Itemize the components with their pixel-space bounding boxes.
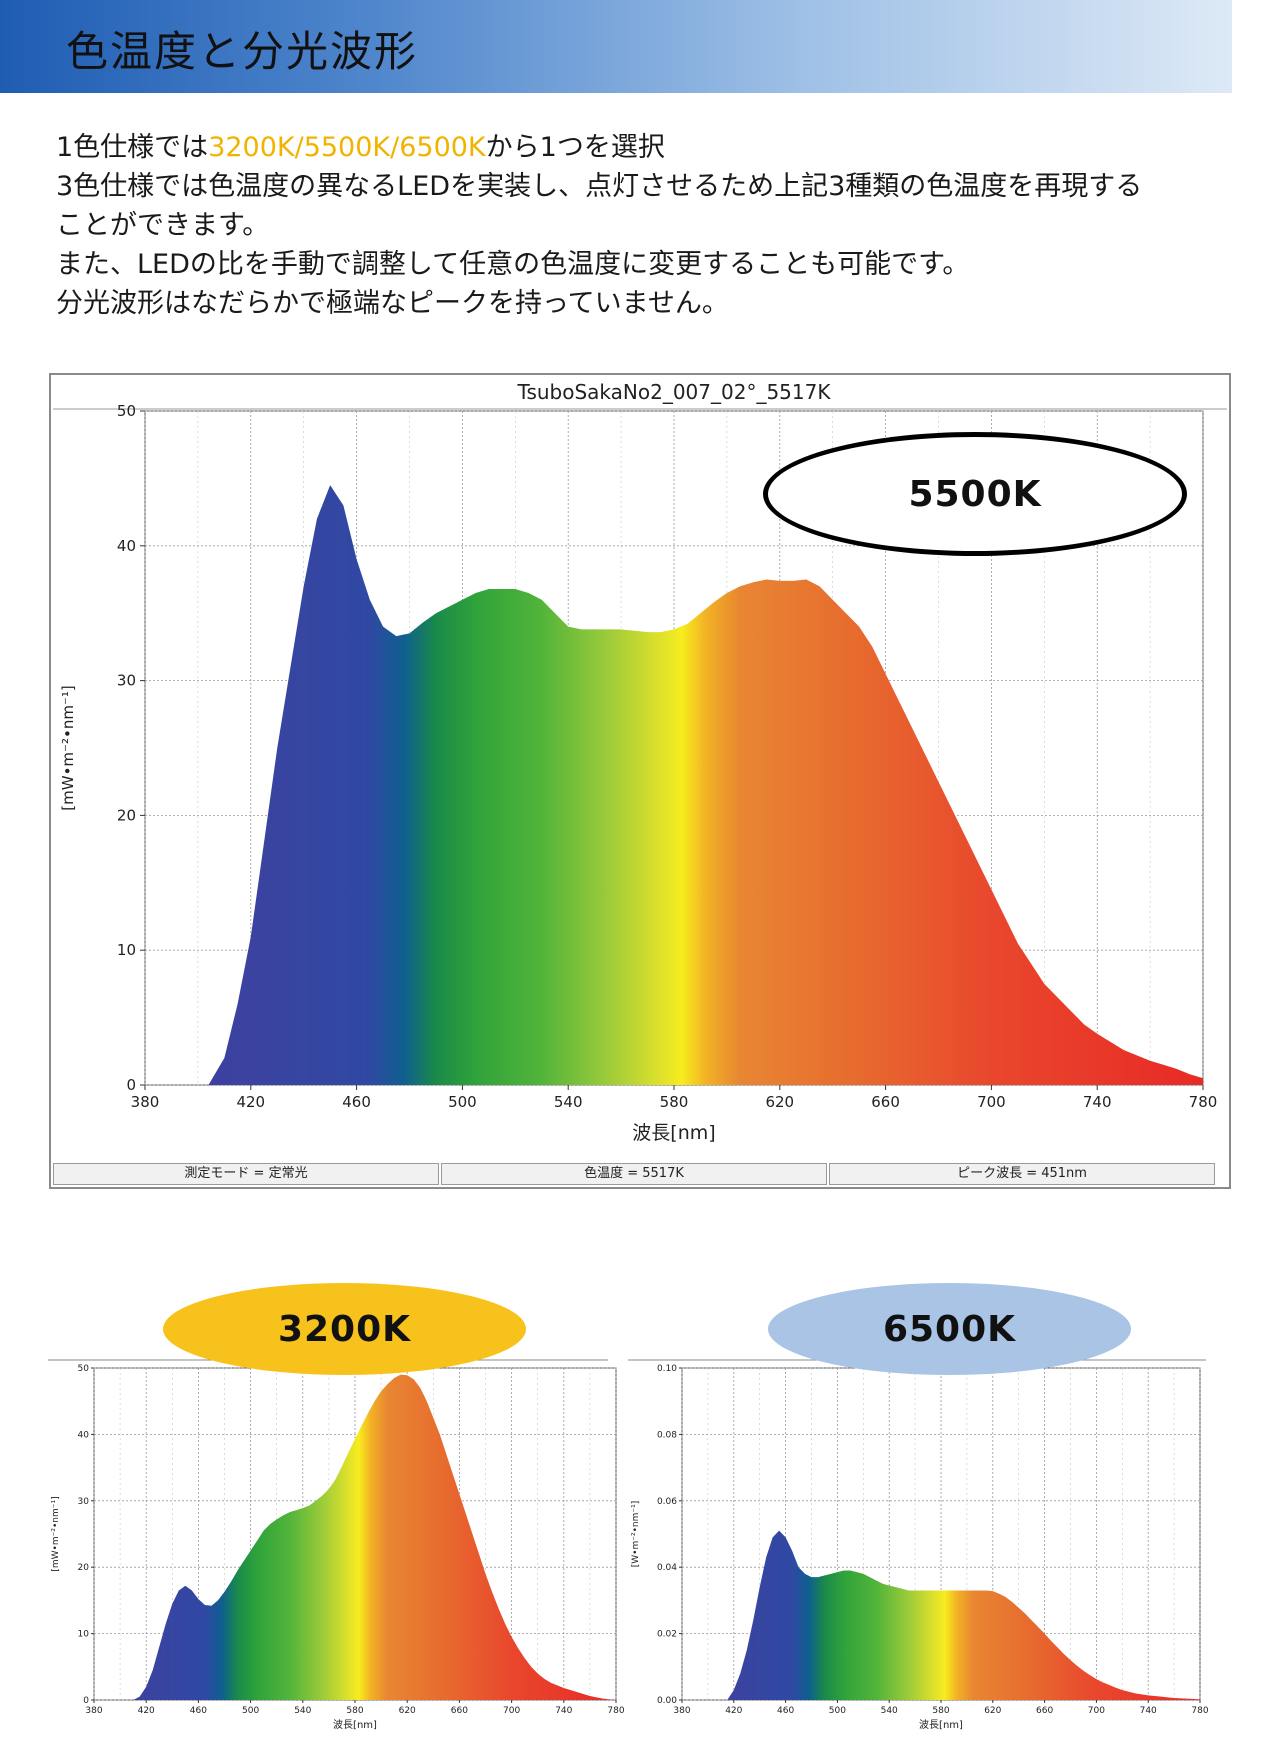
status-cct: 色温度 = 5517K	[441, 1163, 827, 1185]
badge-5500k: 5500K	[763, 432, 1187, 556]
intro-line-1: 1色仕様では3200K/5500K/6500Kから1つを選択	[56, 128, 1276, 167]
x-tick-label: 460	[190, 1706, 207, 1716]
x-tick-label: 780	[1189, 1093, 1218, 1111]
y-tick-label: 10	[117, 941, 136, 959]
chart-title: TsuboSakaNo2_007_02°_5517K	[517, 380, 832, 404]
y-tick-label: 30	[117, 672, 136, 690]
y-axis-label: [W•m⁻²•nm⁻¹]	[631, 1501, 641, 1568]
x-axis-label: 波長[nm]	[632, 1122, 715, 1144]
x-tick-label: 420	[236, 1093, 265, 1111]
y-tick-label: 0.00	[657, 1696, 677, 1706]
intro-line-4: また、LEDの比を手動で調整して任意の色温度に変更することも可能です。	[56, 249, 970, 280]
x-tick-label: 380	[131, 1093, 160, 1111]
status-bar: 測定モード = 定常光 色温度 = 5517K ピーク波長 = 451nm	[51, 1163, 1229, 1185]
y-tick-label: 50	[117, 402, 136, 420]
y-tick-label: 0.04	[657, 1563, 677, 1573]
x-tick-label: 540	[294, 1706, 311, 1716]
x-tick-label: 500	[448, 1093, 477, 1111]
x-tick-label: 460	[342, 1093, 371, 1111]
y-tick-label: 30	[78, 1497, 90, 1507]
y-tick-label: 40	[78, 1430, 90, 1440]
header-band	[0, 0, 1232, 93]
intro-text: 1色仕様では3200K/5500K/6500Kから1つを選択 3色仕様では色温度…	[56, 128, 1276, 323]
x-tick-label: 500	[242, 1706, 259, 1716]
y-tick-label: 0.02	[657, 1630, 677, 1640]
intro-highlight: 3200K/5500K/6500K	[208, 132, 486, 163]
x-tick-label: 580	[932, 1706, 949, 1716]
y-tick-label: 0.06	[657, 1497, 677, 1507]
x-tick-label: 660	[1036, 1706, 1053, 1716]
y-tick-label: 40	[117, 537, 136, 555]
x-tick-label: 580	[346, 1706, 363, 1716]
y-axis-label: [mW•m⁻²•nm⁻¹]	[59, 685, 77, 810]
y-tick-label: 0.10	[657, 1364, 677, 1374]
spectrum-chart-3200k: 380 420 460 500 540 580 620 660 700 740 780 0 10 20 30…	[48, 1359, 625, 1731]
intro-line-5: 分光波形はなだらかで極端なピークを持っていません。	[56, 288, 729, 319]
y-tick-label: 20	[78, 1563, 90, 1573]
x-tick-label: 660	[451, 1706, 468, 1716]
x-tick-label: 540	[554, 1093, 583, 1111]
y-tick-label: 0	[83, 1696, 89, 1706]
x-tick-label: 540	[881, 1706, 898, 1716]
x-tick-label: 620	[765, 1093, 794, 1111]
y-axis-label: [mW•m⁻²•nm⁻¹]	[51, 1496, 61, 1571]
x-tick-label: 700	[1088, 1706, 1105, 1716]
y-tick-label: 50	[78, 1364, 90, 1374]
x-tick-label: 500	[829, 1706, 846, 1716]
spectrum-area	[208, 485, 1204, 1085]
y-tick-label: 20	[117, 806, 136, 824]
x-axis-label: 波長[nm]	[333, 1718, 377, 1731]
intro-line-1-post: から1つを選択	[485, 132, 665, 163]
x-tick-label: 620	[984, 1706, 1001, 1716]
y-tick-label: 0.08	[657, 1430, 677, 1440]
spectrum-chart-6500k: 380 420 460 500 540 580 620 660 700 740 780 0.00 0.0…	[628, 1359, 1208, 1731]
x-tick-label: 740	[555, 1706, 572, 1716]
spectrum-area	[133, 1374, 616, 1700]
badge-3200k: 3200K	[163, 1283, 526, 1375]
x-tick-label: 420	[725, 1706, 742, 1716]
x-tick-label: 780	[607, 1706, 624, 1716]
x-tick-label: 580	[660, 1093, 689, 1111]
x-tick-label: 660	[871, 1093, 900, 1111]
main-spectrum-chart: 380 420 460 500 540 580 620 660 700 740 780 0 10 20 30…	[53, 380, 1227, 1144]
x-tick-label: 620	[399, 1706, 416, 1716]
badge-6500k: 6500K	[768, 1283, 1131, 1375]
intro-line-3: ことができます。	[56, 210, 270, 241]
intro-line-2: 3色仕様では色温度の異なるLEDを実装し、点灯させるため上記3種類の色温度を再現…	[56, 171, 1143, 202]
x-axis-label: 波長[nm]	[919, 1718, 963, 1731]
x-tick-label: 420	[138, 1706, 155, 1716]
x-tick-label: 380	[85, 1706, 102, 1716]
intro-line-1-pre: 1色仕様では	[56, 132, 209, 163]
x-tick-label: 380	[673, 1706, 690, 1716]
x-tick-label: 740	[1083, 1093, 1112, 1111]
x-tick-label: 740	[1140, 1706, 1157, 1716]
status-mode: 測定モード = 定常光	[53, 1163, 439, 1185]
status-peak: ピーク波長 = 451nm	[829, 1163, 1215, 1185]
x-tick-label: 700	[503, 1706, 520, 1716]
y-tick-label: 10	[78, 1630, 90, 1640]
x-tick-label: 700	[977, 1093, 1006, 1111]
y-tick-label: 0	[126, 1076, 136, 1094]
spectrum-area	[727, 1530, 1200, 1700]
x-tick-label: 460	[777, 1706, 794, 1716]
page-title: 色温度と分光波形	[66, 27, 419, 76]
x-tick-label: 780	[1191, 1706, 1208, 1716]
